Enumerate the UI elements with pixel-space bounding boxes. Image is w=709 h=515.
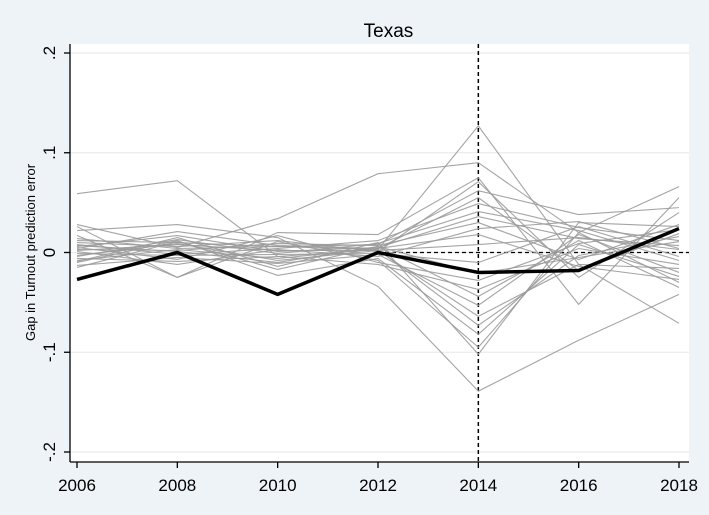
treated-series-line — [76, 226, 680, 297]
y-axis-label: Gap in Turnout prediction error — [23, 163, 38, 341]
placebo-series-line — [76, 203, 680, 256]
x-tick-labels: 2006 2008 2010 2012 2014 2016 2018 — [58, 462, 698, 495]
placebo-series-line — [76, 224, 680, 392]
chart-title: Texas — [364, 21, 414, 42]
placebo-series-line — [76, 239, 680, 336]
placebo-series-line — [76, 226, 680, 349]
y-tick-label: -.1 — [40, 342, 59, 362]
placebo-series-line — [76, 233, 680, 280]
x-tick-label: 2014 — [459, 476, 497, 495]
placebo-series-line — [76, 236, 680, 252]
x-tick-label: 2006 — [58, 476, 96, 495]
placebo-series-line — [76, 190, 680, 248]
placebo-series-line — [76, 247, 680, 290]
treated-series-group — [76, 226, 680, 297]
x-tick-label: 2016 — [560, 476, 598, 495]
placebo-series-line — [76, 221, 680, 266]
y-tick-label: 0 — [40, 248, 59, 257]
y-tick-labels: -.2 -.1 0 .1 .2 — [40, 46, 70, 462]
placebo-series-line — [76, 222, 680, 261]
placebo-series-line — [76, 211, 680, 262]
placebo-series-line — [76, 229, 680, 281]
x-tick-label: 2008 — [158, 476, 196, 495]
y-tick-label: -.2 — [40, 442, 59, 462]
placebo-series-line — [76, 222, 680, 356]
x-tick-label: 2018 — [660, 476, 698, 495]
placebo-series-line — [76, 233, 680, 307]
placebo-series-line — [76, 216, 680, 253]
y-tick-label: .1 — [40, 146, 59, 160]
x-tick-label: 2012 — [359, 476, 397, 495]
placebo-series-line — [76, 235, 680, 326]
y-tick-label: .2 — [40, 46, 59, 60]
x-tick-label: 2010 — [259, 476, 297, 495]
